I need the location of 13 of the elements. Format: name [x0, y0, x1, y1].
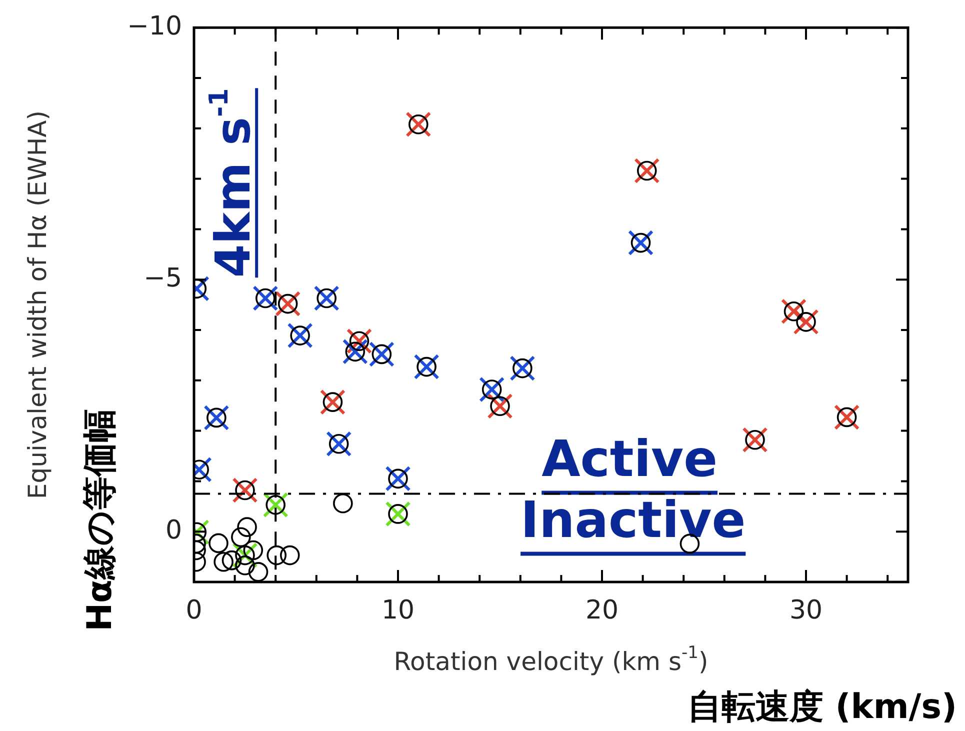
- y-tick-label: 0: [165, 515, 182, 546]
- x-tick-label: 10: [381, 595, 415, 626]
- x-tick-label: 20: [585, 595, 619, 626]
- annotation: Inactive: [520, 490, 746, 549]
- annotation: Active: [542, 430, 718, 488]
- x-tick-label: 0: [186, 595, 202, 626]
- y-tick-label: −10: [127, 11, 182, 42]
- text: Hα線の等価幅: [79, 408, 121, 632]
- ref-line-label: 4km s-1: [204, 88, 262, 278]
- y-axis-title: Equivalent width of Hα (EWHA): [23, 110, 52, 500]
- text: 自転速度 (km/s): [687, 686, 957, 729]
- x-tick-label: 30: [789, 595, 823, 626]
- y-tick-label: −5: [144, 263, 182, 294]
